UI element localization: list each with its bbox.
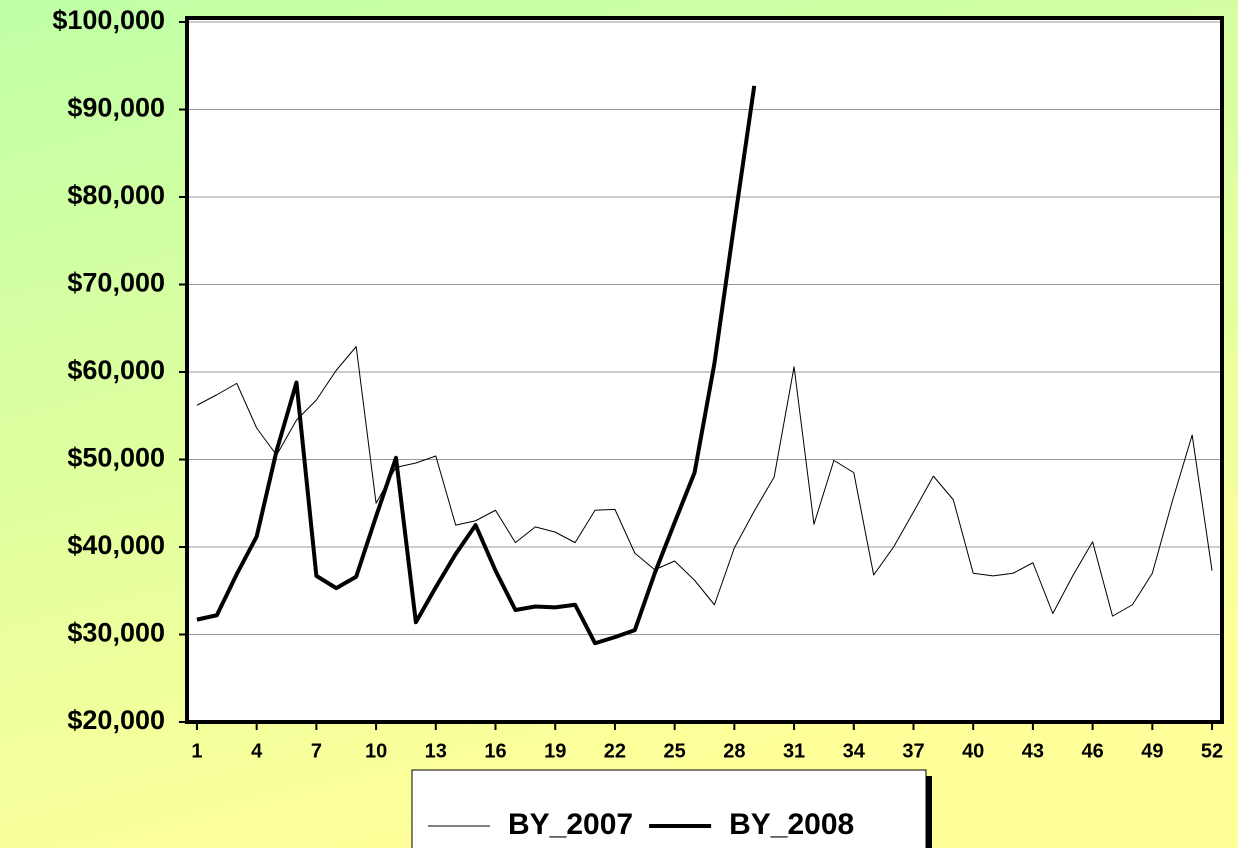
- legend: BY_2007 BY_2008: [428, 808, 854, 841]
- y-tick-label: $40,000: [67, 530, 165, 560]
- series-line: [196, 85, 757, 646]
- y-tick-label: $80,000: [67, 180, 165, 210]
- lines: [196, 85, 1213, 646]
- x-tick-label: 46: [1082, 740, 1104, 762]
- x-tick-label: 7: [311, 740, 322, 762]
- x-tick-label: 10: [365, 740, 387, 762]
- x-tick-label: 37: [902, 740, 924, 762]
- y-tick-label: $50,000: [67, 443, 165, 473]
- legend-label: BY_2007: [508, 808, 633, 841]
- x-tick-label: 40: [962, 740, 984, 762]
- y-tick-label: $60,000: [67, 355, 165, 385]
- y-tick-label: $90,000: [67, 93, 165, 123]
- x-tick-label: 19: [544, 740, 566, 762]
- x-tick-label: 31: [783, 740, 805, 762]
- plot-area: [187, 18, 1222, 722]
- x-tick-label: 13: [425, 740, 447, 762]
- legend-label: BY_2008: [729, 808, 854, 841]
- x-tick-label: 49: [1141, 740, 1163, 762]
- y-tick-label: $30,000: [67, 618, 165, 648]
- y-tick-label: $100,000: [52, 5, 165, 35]
- x-tick-label: 16: [484, 740, 506, 762]
- x-tick-label: 34: [843, 740, 866, 762]
- y-tick-label: $70,000: [67, 268, 165, 298]
- x-tick-label: 43: [1022, 740, 1044, 762]
- y-tick-label: $20,000: [67, 705, 165, 735]
- x-tick-label: 25: [664, 740, 686, 762]
- x-tick-label: 28: [723, 740, 745, 762]
- x-tick-label: 22: [604, 740, 626, 762]
- x-tick-label: 1: [191, 740, 202, 762]
- plot-frame: [185, 16, 1224, 724]
- x-tick-label: 4: [251, 740, 263, 762]
- x-tick-label: 52: [1201, 740, 1223, 762]
- legend-box: [411, 769, 927, 848]
- series-line: [196, 346, 1213, 617]
- labels: $20,000 $30,000 $40,000 $50,000 $60,000 $70,0…: [52, 5, 1223, 762]
